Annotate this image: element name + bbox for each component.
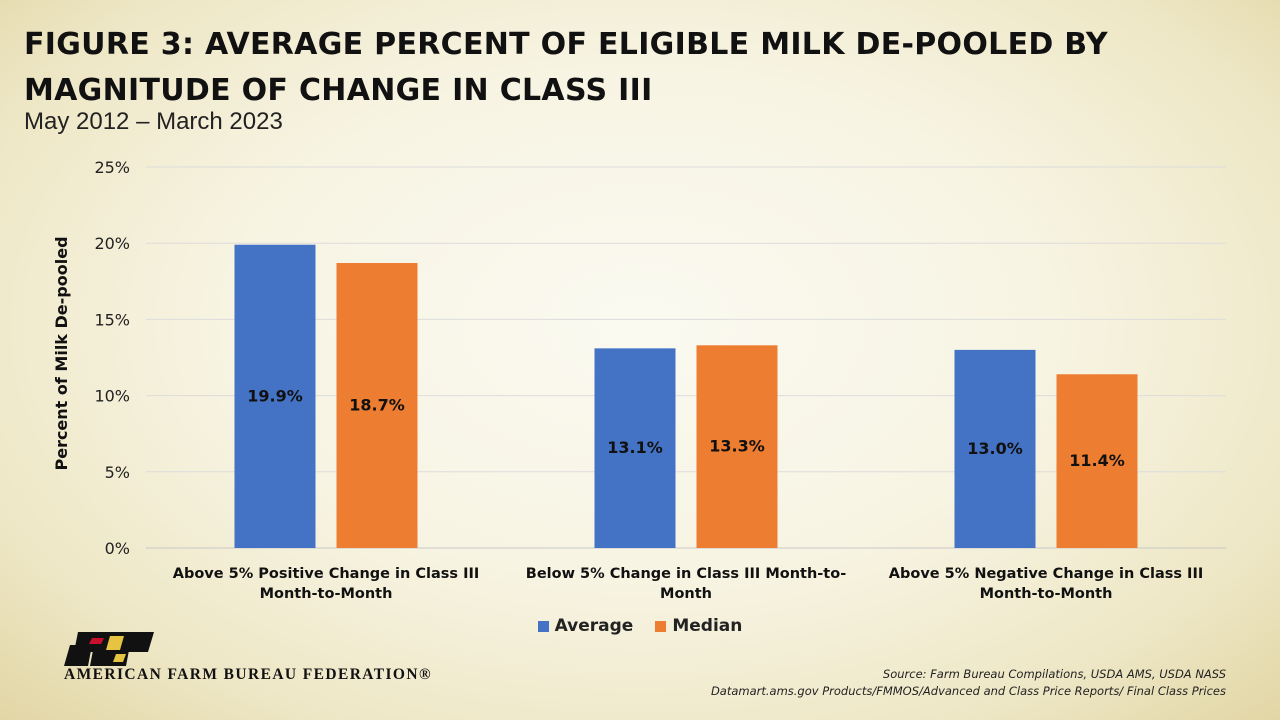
legend-swatch-median [655, 620, 667, 632]
chart-legend: Average Median [0, 616, 1280, 636]
farm-bureau-logo-icon [64, 632, 154, 666]
data-label: 13.1% [607, 438, 663, 457]
chart-title: FIGURE 3: AVERAGE PERCENT OF ELIGIBLE MI… [24, 22, 1224, 114]
x-category-label: Month [660, 586, 712, 602]
y-tick-label: 5% [105, 463, 130, 482]
y-axis-title: Percent of Milk De-pooled [52, 236, 71, 470]
bar-average [234, 244, 316, 548]
bar-median [1056, 374, 1138, 548]
x-category-label: Month-to-Month [980, 586, 1113, 602]
source-line-1: Source: Farm Bureau Compilations, USDA A… [882, 667, 1226, 681]
source-note: Source: Farm Bureau Compilations, USDA A… [711, 666, 1226, 700]
data-label: 19.9% [247, 386, 303, 405]
y-tick-label: 10% [94, 387, 130, 406]
title-line-2: MAGNITUDE OF CHANGE IN CLASS III [24, 73, 653, 108]
bar-average [594, 348, 676, 548]
x-category-label: Above 5% Negative Change in Class III [889, 566, 1204, 582]
legend-label-average: Average [554, 616, 634, 636]
legend-label-median: Median [672, 616, 743, 636]
x-category-label: Month-to-Month [260, 586, 393, 602]
legend-item-median: Median [655, 616, 742, 636]
y-tick-label: 15% [94, 310, 130, 329]
data-label: 13.3% [709, 437, 765, 456]
y-tick-label: 25% [94, 158, 130, 177]
y-tick-label: 0% [105, 539, 130, 558]
x-category-label: Above 5% Positive Change in Class III [173, 566, 480, 582]
data-label: 11.4% [1069, 451, 1125, 470]
y-tick-label: 20% [94, 234, 130, 253]
legend-item-average: Average [537, 616, 634, 636]
data-label: 18.7% [349, 396, 405, 415]
source-line-2: Datamart.ams.gov Products/FMMOS/Advanced… [710, 684, 1226, 698]
bar-average [954, 349, 1036, 548]
bar-median [696, 345, 778, 548]
chart-subtitle: May 2012 – March 2023 [24, 108, 283, 135]
legend-swatch-average [537, 620, 549, 632]
bar-median [336, 263, 418, 548]
data-label: 13.0% [967, 439, 1023, 458]
x-category-label: Below 5% Change in Class III Month-to- [526, 566, 846, 582]
title-line-1: FIGURE 3: AVERAGE PERCENT OF ELIGIBLE MI… [24, 27, 1108, 62]
organization-name: AMERICAN FARM BUREAU FEDERATION® [64, 666, 432, 683]
